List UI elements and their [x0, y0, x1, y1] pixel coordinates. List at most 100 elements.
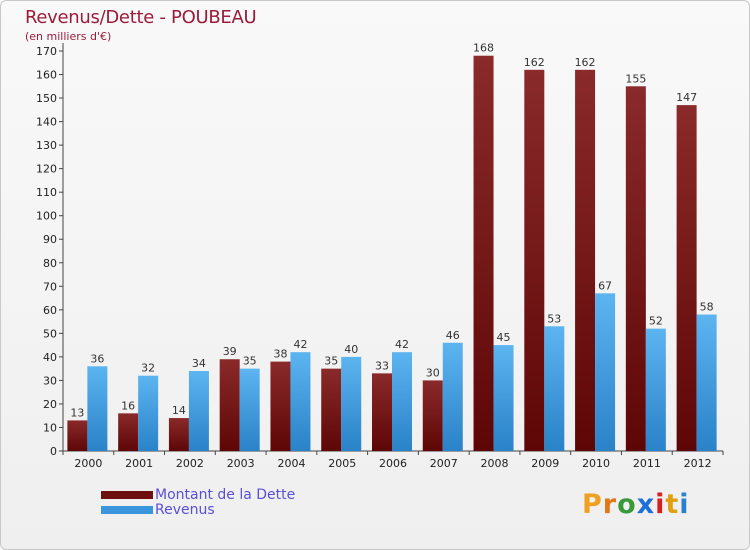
- logo-letter: P: [582, 489, 603, 520]
- legend-swatch-revenus: [101, 506, 153, 514]
- data-label-dette: 39: [223, 345, 237, 358]
- data-label-dette: 162: [524, 56, 545, 69]
- y-tick-label: 20: [43, 398, 57, 411]
- x-tick-label: 2003: [227, 457, 255, 470]
- proxiti-logo: Proxiti: [582, 489, 690, 520]
- data-label-revenus: 45: [497, 331, 511, 344]
- y-tick-label: 60: [43, 304, 57, 317]
- x-tick-label: 2006: [379, 457, 407, 470]
- bar-dette: [67, 420, 88, 451]
- y-tick-label: 0: [50, 445, 57, 458]
- bar-dette: [118, 413, 139, 451]
- data-label-revenus: 67: [598, 279, 612, 292]
- bars: [67, 55, 717, 452]
- bar-dette: [473, 55, 494, 452]
- y-tick-label: 170: [36, 45, 57, 58]
- logo-letter: o: [617, 489, 637, 520]
- data-label-revenus: 58: [700, 301, 714, 314]
- bar-revenus: [87, 366, 108, 451]
- data-label-revenus: 46: [446, 329, 460, 342]
- y-tick-label: 70: [43, 280, 57, 293]
- y-tick-label: 130: [36, 139, 57, 152]
- bar-dette: [168, 418, 189, 451]
- logo-letter: i: [655, 489, 666, 520]
- data-label-revenus: 34: [192, 357, 206, 370]
- y-tick-label: 50: [43, 327, 57, 340]
- data-label-dette: 155: [625, 72, 646, 85]
- logo-letter: i: [679, 489, 690, 520]
- bar-revenus: [595, 293, 616, 451]
- bar-dette: [422, 380, 443, 451]
- data-label-dette: 162: [575, 56, 596, 69]
- bar-revenus: [290, 352, 311, 451]
- data-label-revenus: 42: [395, 338, 409, 351]
- data-label-dette: 168: [473, 42, 494, 55]
- x-tick-label: 2011: [633, 457, 661, 470]
- bar-dette: [524, 69, 545, 451]
- bar-revenus: [138, 375, 159, 451]
- bar-revenus: [341, 356, 362, 451]
- x-tick-label: 2004: [277, 457, 305, 470]
- bar-revenus: [239, 368, 260, 451]
- data-label-dette: 14: [172, 404, 186, 417]
- data-label-revenus: 36: [90, 352, 104, 365]
- data-label-revenus: 53: [547, 312, 561, 325]
- bar-dette: [575, 69, 596, 451]
- data-label-dette: 147: [676, 91, 697, 104]
- data-label-revenus: 42: [293, 338, 307, 351]
- chart-subtitle: (en milliers d'€): [25, 30, 112, 43]
- logo-letter: t: [665, 489, 680, 520]
- y-tick-label: 90: [43, 233, 57, 246]
- bar-revenus: [188, 371, 209, 451]
- x-tick-label: 2009: [531, 457, 559, 470]
- bar-revenus: [442, 342, 463, 451]
- bar-dette: [321, 368, 342, 451]
- x-tick-label: 2002: [176, 457, 204, 470]
- bar-dette: [676, 105, 697, 451]
- data-label-dette: 13: [70, 406, 84, 419]
- bar-dette: [625, 86, 646, 451]
- bar-revenus: [392, 352, 412, 451]
- y-tick-label: 30: [43, 374, 57, 387]
- data-label-dette: 30: [426, 366, 440, 379]
- bar-revenus: [696, 314, 717, 451]
- legend-swatch-dette: [101, 491, 153, 499]
- data-label-revenus: 52: [649, 315, 663, 328]
- legend-label-revenus: Revenus: [155, 502, 215, 518]
- data-label-dette: 16: [121, 399, 135, 412]
- y-tick-label: 140: [36, 116, 57, 129]
- data-label-revenus: 40: [344, 343, 358, 356]
- y-tick-label: 160: [36, 69, 57, 82]
- logo-letter: r: [602, 489, 618, 520]
- y-tick-label: 120: [36, 163, 57, 176]
- data-label-dette: 35: [324, 355, 338, 368]
- x-tick-label: 2007: [430, 457, 458, 470]
- bar-dette: [270, 361, 291, 451]
- data-label-dette: 33: [375, 359, 389, 372]
- chart-title: Revenus/Dette - POUBEAU: [25, 7, 257, 28]
- data-labels: 13 36 16 32 14 34 39 35 38 42 35 40 33 42 30 46 168 45 162…: [70, 42, 713, 420]
- data-label-revenus: 35: [243, 355, 257, 368]
- bar-revenus: [645, 328, 666, 451]
- data-label-dette: 38: [273, 348, 287, 361]
- data-label-revenus: 32: [141, 362, 155, 375]
- x-tick-label: 2008: [481, 457, 509, 470]
- logo-letter: x: [636, 489, 656, 520]
- x-tick-label: 2005: [328, 457, 356, 470]
- x-tick-label: 2010: [582, 457, 610, 470]
- x-tick-label: 2012: [684, 457, 712, 470]
- bar-dette: [219, 359, 240, 451]
- y-tick-label: 110: [36, 186, 57, 199]
- bar-revenus: [493, 345, 514, 451]
- bar-dette: [372, 373, 392, 451]
- legend-label-dette: Montant de la Dette: [155, 487, 296, 503]
- y-tick-label: 10: [43, 421, 57, 434]
- x-tick-label: 2001: [125, 457, 153, 470]
- y-tick-label: 40: [43, 351, 57, 364]
- x-tick-label: 2000: [74, 457, 102, 470]
- y-tick-label: 80: [43, 257, 57, 270]
- y-tick-label: 100: [36, 210, 57, 223]
- y-tick-label: 150: [36, 92, 57, 105]
